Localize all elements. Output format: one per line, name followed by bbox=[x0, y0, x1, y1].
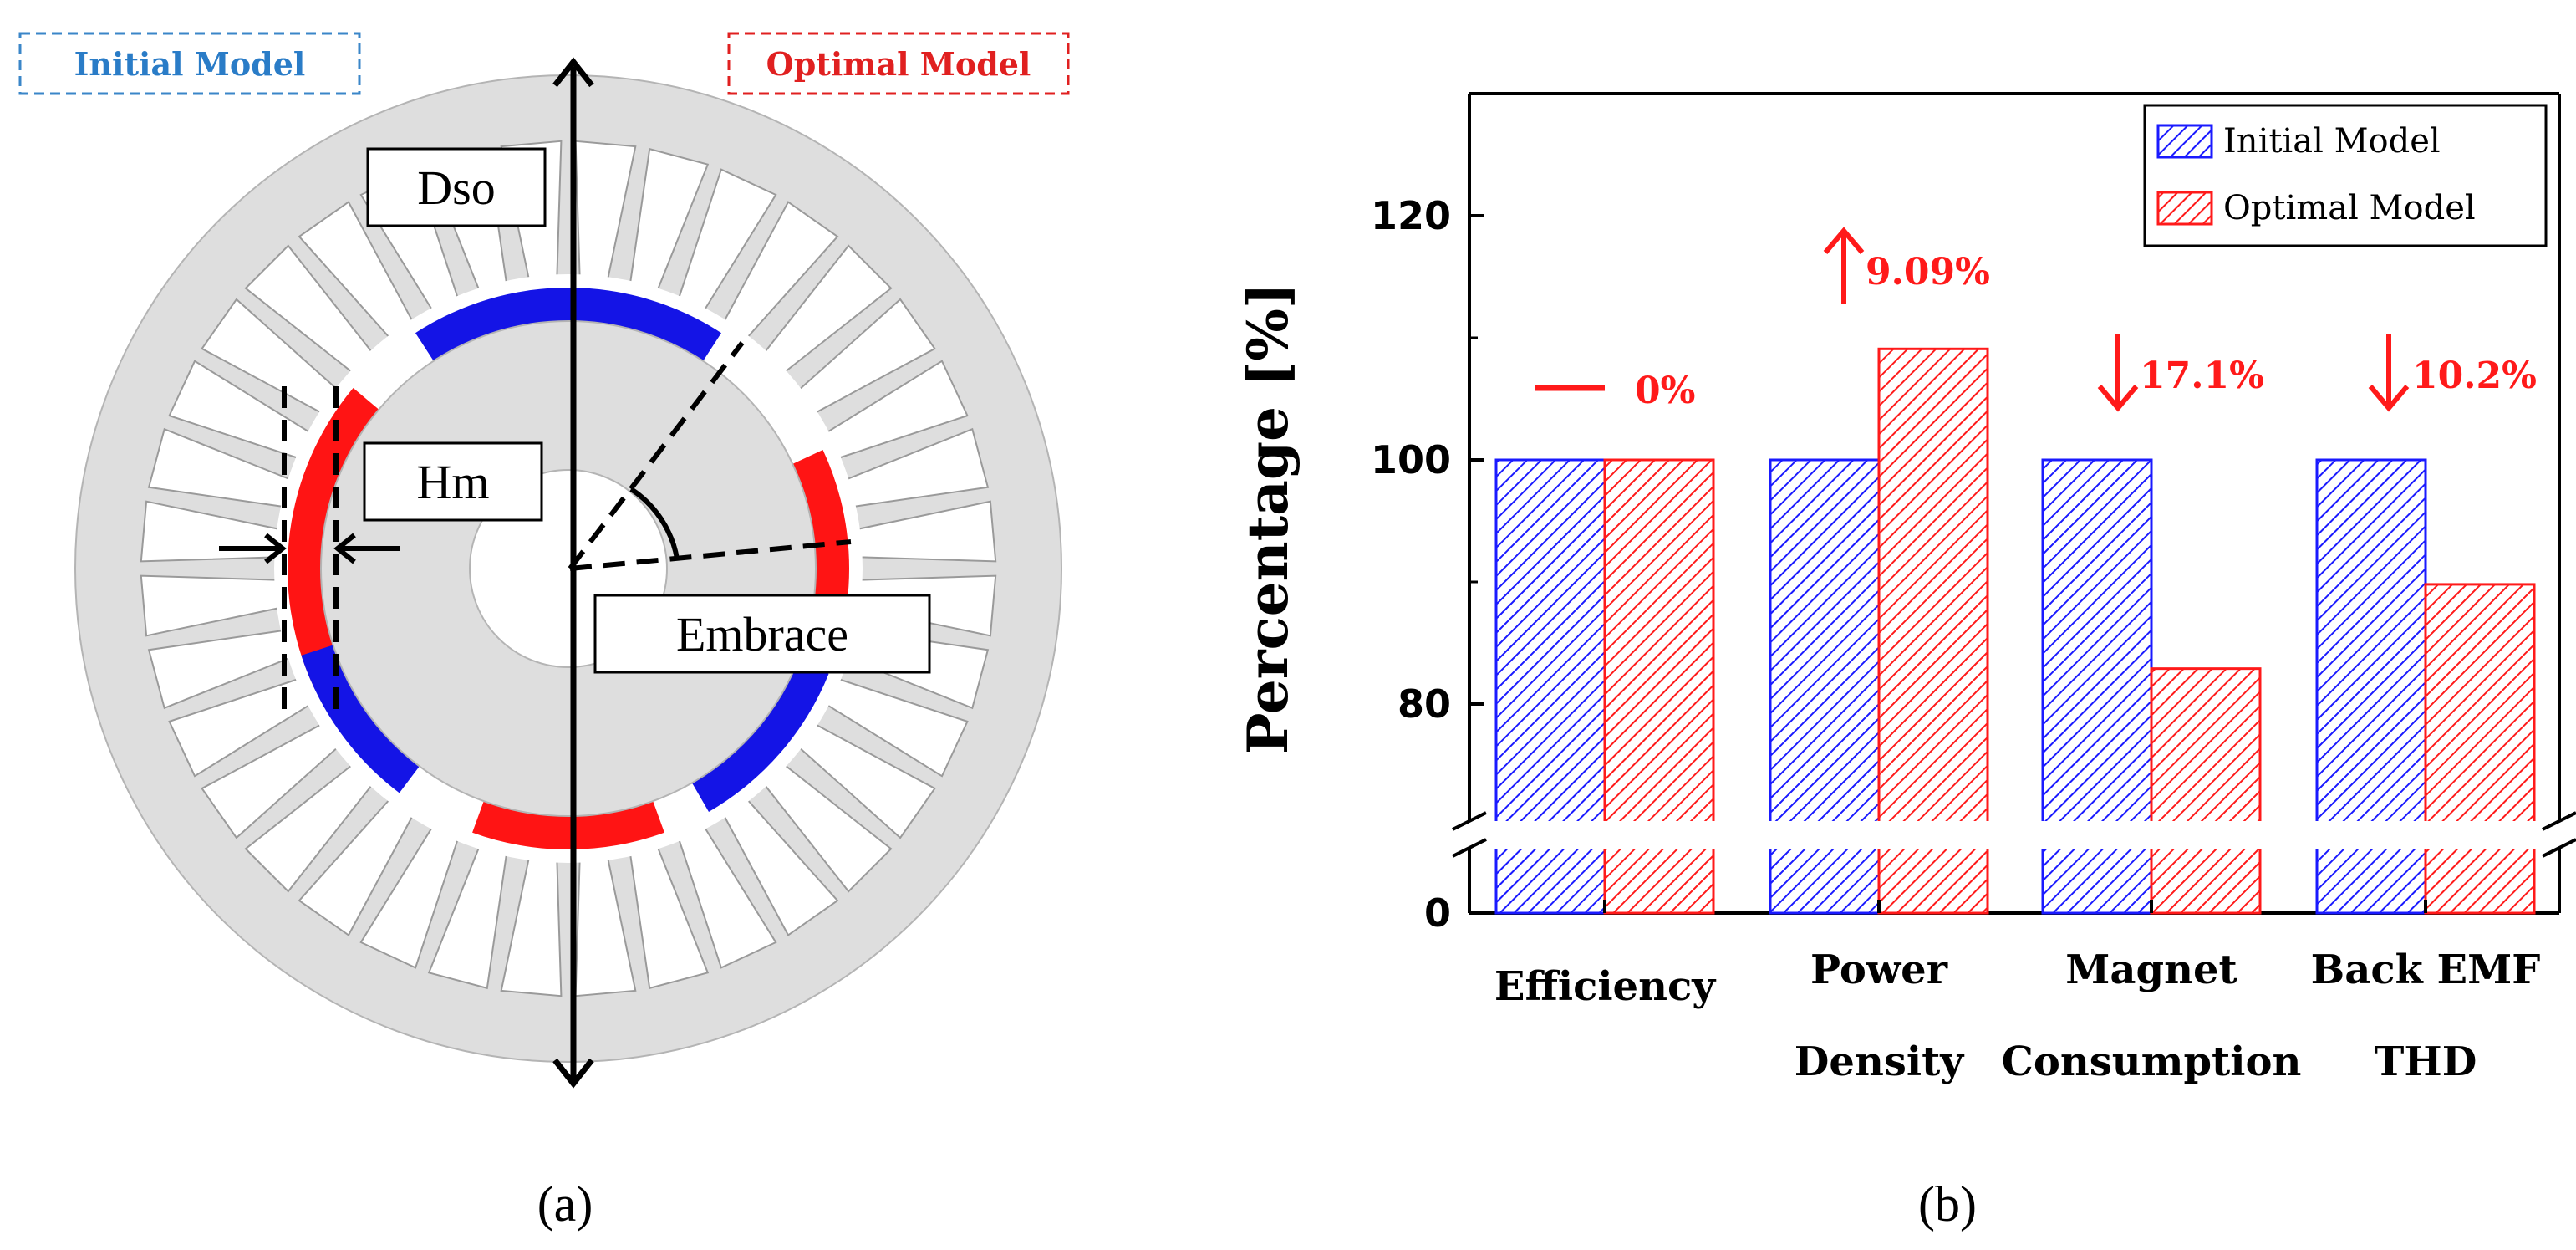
legend-swatch-optimal bbox=[2156, 191, 2213, 226]
caption-b: (b) bbox=[1918, 1176, 1977, 1232]
x-category-label: Efficiency bbox=[1494, 963, 1717, 1010]
dso-label: Dso bbox=[417, 161, 495, 215]
change-annotation: 17.1% bbox=[2097, 334, 2264, 412]
legend-label-optimal: Optimal Model bbox=[2223, 189, 2476, 227]
arrow-up-head bbox=[1823, 227, 1865, 254]
dso-label-box bbox=[366, 147, 547, 227]
y-tick-label: 100 bbox=[1371, 437, 1451, 482]
magnet-segment bbox=[301, 645, 420, 793]
bar-optimal bbox=[2424, 583, 2536, 915]
dso-arrow bbox=[552, 57, 594, 1089]
initial-model-label: Initial Model bbox=[74, 45, 306, 83]
x-axis: Efficiency Power Density Magnet ConsumptionB… bbox=[1494, 900, 2540, 1085]
optimal-model-box bbox=[727, 32, 1070, 95]
rotor-magnets bbox=[287, 288, 850, 849]
y-axis-label: Percentage [%] bbox=[1235, 283, 1301, 754]
axis-break-band bbox=[1458, 821, 2571, 849]
x-category-label: Back EMF bbox=[2311, 946, 2541, 993]
legend-label-initial: Initial Model bbox=[2223, 122, 2441, 161]
bar-optimal bbox=[1877, 347, 1989, 915]
embrace-label: Embrace bbox=[676, 607, 848, 661]
bar-chart: 0 80 100 120 Efficiency Power Density Magnet Co… bbox=[1235, 92, 2576, 1232]
caption-a: (a) bbox=[537, 1176, 593, 1232]
hm-label: Hm bbox=[417, 455, 490, 509]
hm-markers bbox=[219, 386, 400, 712]
legend: Initial Model Optimal Model bbox=[2143, 104, 2548, 247]
motor-diagram: Initial Model Optimal Model Dso bbox=[18, 32, 1070, 1232]
y-tick-label: 0 bbox=[1424, 890, 1451, 936]
x-category-label: Density bbox=[1795, 1038, 1965, 1085]
optimal-model-label: Optimal Model bbox=[766, 45, 1031, 83]
annotations: 0% 9.09% 17.1% 10.2% bbox=[1535, 227, 2537, 412]
change-annotation: 9.09% bbox=[1823, 227, 1990, 304]
magnet-segment bbox=[692, 661, 829, 812]
embrace-angle bbox=[568, 341, 852, 571]
x-category-label: THD bbox=[2375, 1038, 2477, 1085]
x-category-label: Consumption bbox=[2002, 1038, 2302, 1085]
x-category-label: Magnet bbox=[2065, 946, 2237, 993]
change-label: 9.09% bbox=[1866, 251, 1990, 293]
initial-model-box bbox=[18, 32, 361, 95]
y-axis: 0 80 100 120 bbox=[1371, 92, 1484, 936]
y-tick-label: 80 bbox=[1397, 681, 1451, 727]
bar-optimal bbox=[2150, 667, 2262, 915]
magnet-segment bbox=[287, 388, 379, 687]
hm-label-box bbox=[363, 441, 543, 522]
x-category-label: Power bbox=[1810, 946, 1948, 993]
change-label: 10.2% bbox=[2412, 355, 2537, 397]
change-annotation: 10.2% bbox=[2368, 334, 2537, 412]
magnet-segment bbox=[472, 801, 664, 849]
embrace-label-box bbox=[593, 594, 931, 674]
axis-break-marks bbox=[1452, 811, 2576, 858]
arrow-down-head bbox=[2368, 385, 2410, 412]
change-label: 17.1% bbox=[2140, 355, 2264, 397]
arrow-down-head bbox=[2097, 385, 2139, 412]
change-annotation: 0% bbox=[1535, 370, 1695, 412]
change-label: 0% bbox=[1635, 370, 1695, 412]
legend-swatch-initial bbox=[2156, 124, 2213, 159]
magnet-segment bbox=[415, 288, 721, 361]
y-tick-label: 120 bbox=[1371, 193, 1451, 238]
